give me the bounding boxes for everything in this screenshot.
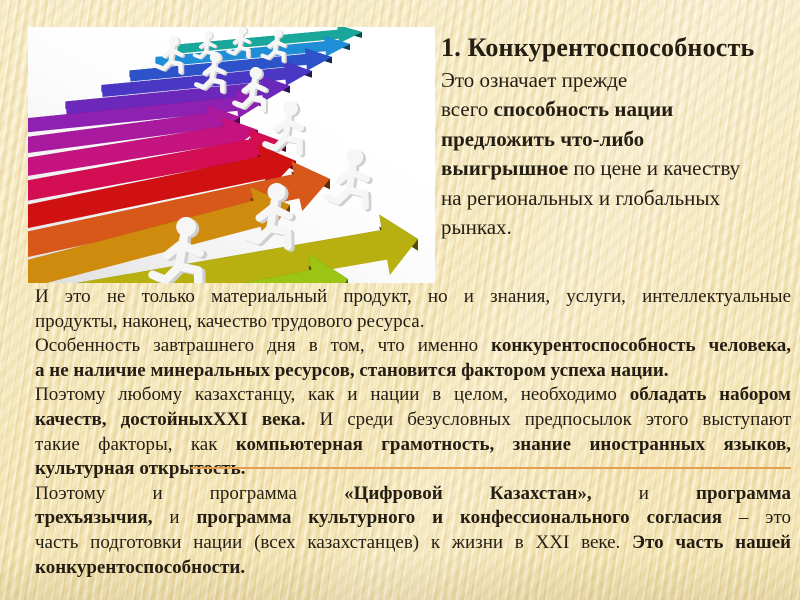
arrow-face [242,253,348,283]
arrows-illustration [28,27,435,283]
arrow-shape [28,89,266,133]
body-text: И это не только материальный продукт, но… [35,285,791,580]
divider-line [191,467,791,469]
arrow-face [65,75,291,115]
arrow-shape [28,186,290,283]
arrow-shape [242,253,348,283]
text-line: Особенность завтрашнего дня в том, что и… [35,335,791,357]
runner-figure [241,182,296,252]
runner-figure [262,100,307,158]
text-line: качеств, достойныхXXI века. И среди безу… [35,408,791,430]
text-line: предложить что-либо [441,126,645,151]
arrow-face [76,214,418,283]
runner-figure [323,148,373,212]
text-line: культурная открытость. [35,458,246,480]
arrow-shape [177,27,362,54]
runner-figure [226,27,252,59]
arrow-face [28,117,258,176]
text-line: Поэтому и программа «Цифровой Казахстан»… [35,482,792,504]
text-line: выигрышное по цене и качеству [441,156,741,181]
arrow-shape [65,75,291,115]
arrow-shape [28,117,258,176]
arrow-face [28,104,240,153]
arrow-face [155,36,350,67]
text-line: Это означает прежде [441,68,628,92]
arrow-shape [28,129,286,201]
arrow-face [28,186,290,283]
text-line: часть подготовки нации (всех казахстанце… [35,531,791,553]
arrow-shape [28,144,296,229]
arrow-face [28,144,296,229]
arrow-face [28,89,266,133]
text-line: а не наличие минеральных ресурсов, стано… [35,359,669,381]
arrows-picture [28,27,435,283]
text-line: рынках. [441,215,512,240]
runner-figure [194,51,228,95]
arrow-shape [28,161,330,258]
text-line: на региональных и глобальных [441,185,720,210]
arrow-face [177,27,362,54]
text-line: такие факторы, как компьютерная грамотно… [35,433,791,455]
arrow-shape [28,104,240,153]
text-line: трехъязычия, и программа культурного и к… [35,507,791,529]
definition-callout: Это означает прежде всего способность нац… [441,66,793,242]
arrow-face [28,161,330,258]
runner-figure [260,28,288,64]
text-line: продукты, наконец, качество трудового ре… [35,310,425,332]
runner-figure [232,66,270,114]
runner-figure [192,30,218,63]
text-line: всего способность нации [441,97,674,122]
runner-figure [148,216,208,283]
slide-title: 1. Конкурентоспособность [441,33,755,62]
text-line: Поэтому любому казахстанцу, как и нации … [35,384,791,406]
arrow-shape [76,214,418,283]
runner-figure [154,36,186,76]
text-line: И это не только материальный продукт, но… [35,286,791,307]
arrow-face [28,129,286,201]
text-line: конкурентоспособности. [35,556,246,578]
